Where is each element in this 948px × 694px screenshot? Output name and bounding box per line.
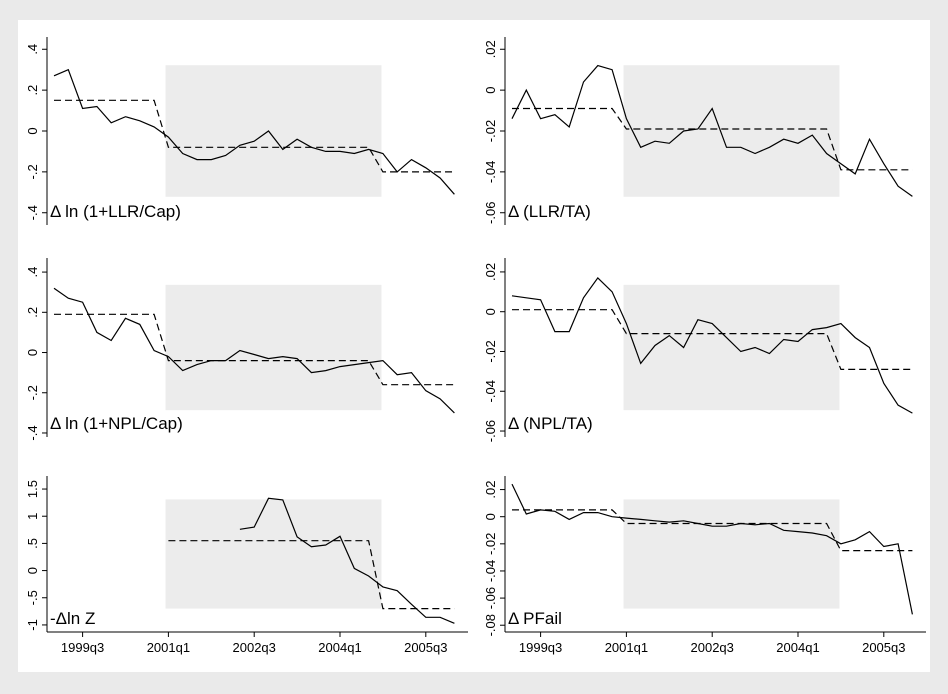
y-tick-label: .02	[483, 40, 498, 58]
shaded-period	[165, 65, 382, 197]
dashed-line	[512, 509, 913, 552]
y-tick-label: 0	[483, 308, 498, 315]
x-tick-label: 2002q3	[233, 640, 276, 655]
dashed-line	[54, 99, 455, 173]
y-tick-label: -.04	[483, 161, 498, 183]
y-tick-label: -.5	[25, 590, 40, 605]
panel-label: Δ (LLR/TA)	[508, 202, 591, 221]
y-tick-label: .02	[483, 481, 498, 499]
y-tick-label: -.2	[25, 164, 40, 179]
shaded-period	[623, 499, 840, 609]
y-tick-label: -.02	[483, 120, 498, 142]
dashed-line	[54, 313, 455, 386]
panel-label: Δ ln (1+LLR/Cap)	[50, 202, 181, 221]
y-tick-label: -.06	[483, 202, 498, 224]
solid-line	[239, 497, 455, 624]
x-tick-label: 1999q3	[61, 640, 104, 655]
x-tick-label: 2004q1	[776, 640, 819, 655]
y-tick-label: -.4	[25, 425, 40, 440]
dashed-line	[168, 540, 455, 610]
solid-line	[53, 287, 455, 414]
dashed-line	[512, 107, 913, 171]
shaded-period	[623, 65, 840, 197]
dashed-line	[512, 309, 913, 370]
y-tick-label: 0	[25, 127, 40, 134]
x-tick-label: 2002q3	[691, 640, 734, 655]
y-tick-label: .2	[25, 85, 40, 96]
y-tick-label: .2	[25, 307, 40, 318]
solid-line	[53, 68, 455, 195]
solid-line	[511, 64, 913, 197]
solid-line	[511, 276, 913, 414]
y-tick-label: .5	[25, 538, 40, 549]
y-tick-label: 0	[483, 87, 498, 94]
y-tick-label: -.04	[483, 380, 498, 402]
y-tick-label: 0	[483, 513, 498, 520]
x-tick-label: 2001q1	[147, 640, 190, 655]
y-tick-label: -1	[25, 619, 40, 631]
y-tick-label: -.2	[25, 385, 40, 400]
x-tick-label: 2001q1	[605, 640, 648, 655]
y-tick-label: 0	[25, 567, 40, 574]
y-tick-label: 1.5	[25, 480, 40, 498]
y-tick-label: -.04	[483, 560, 498, 582]
panel-label: Δ (NPL/TA)	[508, 414, 593, 433]
y-tick-label: -.4	[25, 205, 40, 220]
y-tick-label: -.02	[483, 533, 498, 555]
y-tick-label: -.02	[483, 340, 498, 362]
panel-label: Δ PFail	[508, 609, 562, 628]
y-tick-label: 1	[25, 513, 40, 520]
y-tick-label: .4	[25, 267, 40, 278]
y-tick-label: .02	[483, 263, 498, 281]
shaded-period	[165, 499, 382, 609]
y-tick-label: -.06	[483, 587, 498, 609]
x-tick-label: 2005q3	[404, 640, 447, 655]
y-tick-label: -.08	[483, 614, 498, 636]
shaded-period	[623, 284, 840, 411]
y-tick-label: 0	[25, 349, 40, 356]
solid-line	[511, 483, 913, 615]
panel-label: -Δln Z	[50, 609, 95, 628]
y-tick-label: -.06	[483, 420, 498, 442]
shaded-period	[165, 284, 382, 411]
x-tick-label: 2005q3	[862, 640, 905, 655]
y-tick-label: .4	[25, 44, 40, 55]
x-tick-label: 1999q3	[519, 640, 562, 655]
panel-label: Δ ln (1+NPL/Cap)	[50, 414, 183, 433]
x-tick-label: 2004q1	[318, 640, 361, 655]
